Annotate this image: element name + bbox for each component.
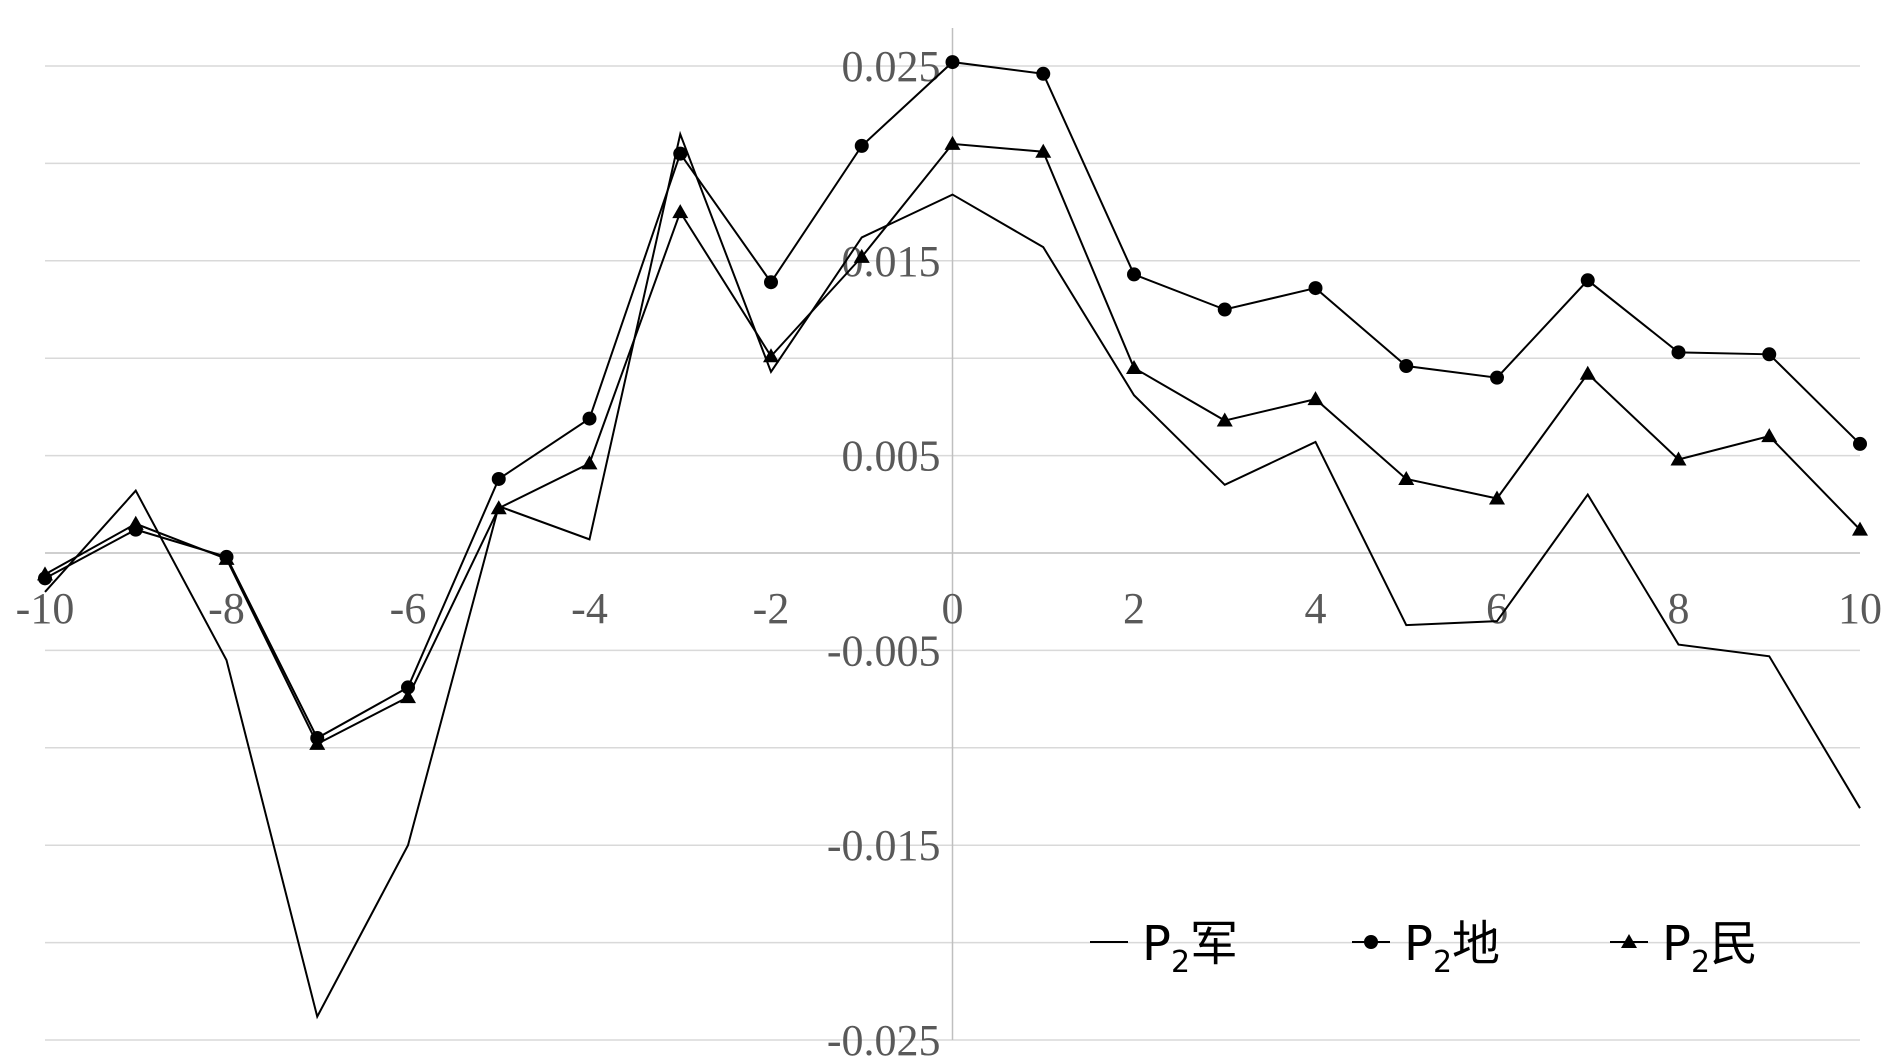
series-3 (37, 135, 1868, 750)
x-tick-label: -8 (208, 584, 245, 633)
data-point (673, 146, 688, 161)
data-point (490, 500, 507, 515)
data-point (1398, 470, 1415, 485)
x-tick-label: 2 (1123, 584, 1145, 633)
legend-label: P2军 (1142, 916, 1238, 980)
x-tick-label: 0 (942, 584, 964, 633)
x-tick-label: -10 (16, 584, 75, 633)
data-point (1852, 521, 1868, 536)
data-point (1308, 281, 1323, 296)
data-point (1671, 345, 1686, 360)
data-point (1307, 391, 1324, 406)
x-tick-label: 8 (1668, 584, 1690, 633)
x-tick-label: 4 (1305, 584, 1327, 633)
data-point (672, 204, 689, 219)
data-point (1761, 428, 1778, 443)
axes (45, 28, 1860, 1040)
data-point (763, 348, 779, 363)
legend-label: P2民 (1662, 916, 1758, 980)
series-1-line (44, 130, 1861, 1020)
data-point (127, 515, 144, 530)
legend: P2军 P2地 P2民 (1090, 916, 1758, 980)
legend-marker (1364, 935, 1378, 949)
data-point (853, 248, 870, 263)
legend-marker (1621, 934, 1637, 948)
data-point (764, 275, 778, 290)
data-point (491, 471, 506, 486)
data-point (1580, 273, 1595, 288)
x-tick-label: -4 (571, 584, 608, 633)
data-point (1490, 370, 1504, 385)
legend-item-1: P2军 (1090, 916, 1238, 980)
y-tick-label: -0.025 (827, 1016, 941, 1062)
legend-label: P2地 (1404, 916, 1500, 980)
data-point (854, 138, 869, 153)
x-tick-label: -2 (753, 584, 790, 633)
data-point (1216, 412, 1233, 427)
x-tick-labels: -10 -8 -6 -4 -2 0 2 4 6 8 10 (16, 584, 1882, 633)
data-point (1853, 436, 1867, 451)
x-tick-label: 6 (1486, 584, 1508, 633)
y-tick-label: 0.025 (842, 42, 941, 91)
data-point (218, 550, 235, 565)
x-tick-label: 10 (1838, 584, 1882, 633)
data-point (1126, 359, 1142, 374)
data-point (945, 55, 960, 70)
data-point (1762, 347, 1777, 362)
data-point (1035, 143, 1052, 158)
series-group (37, 55, 1868, 1020)
y-tick-label: -0.005 (827, 626, 941, 675)
data-point (1489, 490, 1505, 505)
data-point (37, 566, 53, 581)
data-point (1579, 365, 1596, 380)
x-tick-label: -6 (390, 584, 427, 633)
data-point (1399, 358, 1414, 373)
data-point (309, 735, 326, 750)
legend-item-3: P2民 (1610, 916, 1758, 980)
series-1 (44, 130, 1861, 1020)
data-point (1670, 451, 1687, 466)
y-tick-label: -0.015 (827, 821, 941, 870)
data-point (400, 689, 416, 704)
y-tick-label: 0.005 (842, 432, 941, 481)
data-point (582, 411, 597, 426)
legend-item-2: P2地 (1352, 916, 1500, 980)
data-point (581, 455, 598, 470)
data-point (1127, 267, 1141, 282)
data-point (1217, 302, 1232, 317)
data-point (944, 135, 961, 150)
data-point (1036, 66, 1051, 81)
